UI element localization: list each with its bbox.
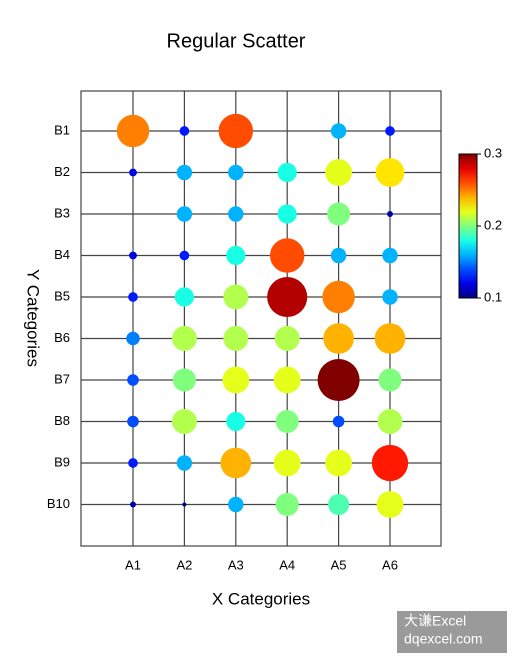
bubble — [116, 114, 150, 148]
x-tick-label: A3 — [228, 557, 244, 572]
y-tick-label: B10 — [47, 496, 70, 511]
x-tick-label: A5 — [331, 557, 347, 572]
bubble — [317, 359, 360, 401]
bubble — [273, 449, 301, 477]
y-tick-label: B4 — [54, 247, 70, 262]
watermark: dqexcel.com — [404, 631, 483, 647]
bubble — [376, 491, 404, 518]
bubble — [176, 455, 193, 471]
bubble — [322, 280, 355, 314]
y-tick-label: B8 — [54, 413, 70, 428]
bubble — [323, 323, 354, 354]
bubble — [127, 374, 139, 386]
y-tick-label: B9 — [54, 454, 70, 469]
colorbar-tick-label: 0.3 — [484, 145, 502, 160]
x-tick-label: A2 — [176, 557, 192, 572]
bubble — [128, 292, 138, 302]
bubble — [226, 411, 246, 432]
bubble — [223, 326, 249, 351]
y-tick-label: B7 — [54, 371, 70, 386]
y-axis-label: Y Categories — [24, 269, 43, 367]
bubble — [228, 164, 244, 181]
bubble — [387, 211, 393, 217]
y-tick-label: B6 — [54, 330, 70, 345]
bubble — [328, 493, 350, 516]
bubble — [223, 284, 249, 310]
bubble — [325, 159, 352, 186]
bubble — [327, 202, 351, 226]
x-axis-label: X Categories — [212, 589, 310, 608]
bubble — [385, 126, 395, 136]
bubble — [382, 247, 398, 264]
bubble — [171, 326, 197, 351]
plot-frame — [80, 90, 442, 547]
bubble — [220, 447, 252, 479]
bubble — [176, 206, 193, 222]
bubble — [275, 493, 299, 516]
y-tick-label: B3 — [54, 205, 70, 220]
bubble — [330, 123, 347, 139]
bubble — [129, 251, 137, 260]
colorbar-tick-label: 0.2 — [484, 217, 502, 232]
y-tick-label: B2 — [54, 164, 70, 179]
bubble — [270, 238, 305, 273]
bubble — [179, 250, 190, 261]
bubble — [382, 289, 398, 305]
bubble — [378, 368, 402, 392]
bubble — [377, 409, 403, 434]
bubble — [182, 502, 187, 507]
bubble — [267, 276, 308, 318]
bubble — [126, 331, 140, 346]
watermark: 大谦Excel — [404, 613, 466, 629]
bubble — [277, 162, 297, 183]
bubble — [275, 410, 299, 433]
y-tick-label: B5 — [54, 288, 70, 303]
bubble — [172, 368, 196, 392]
bubble — [128, 458, 138, 468]
bubble — [375, 158, 405, 187]
x-tick-label: A1 — [125, 557, 141, 572]
bubble — [130, 501, 136, 508]
colorbar — [458, 153, 478, 299]
bubble — [371, 444, 409, 482]
watermark-box — [397, 611, 507, 653]
bubble — [332, 415, 345, 428]
colorbar-tick-label: 0.1 — [484, 289, 502, 304]
bubble — [218, 113, 253, 149]
bubble — [273, 366, 301, 394]
bubble — [274, 326, 300, 351]
bubble — [129, 168, 137, 177]
bubble — [174, 287, 194, 307]
bubble — [176, 164, 193, 181]
bubble — [127, 415, 139, 428]
x-tick-label: A6 — [382, 557, 398, 572]
bubble — [374, 323, 406, 354]
chart-title: Regular Scatter — [167, 30, 306, 52]
bubble — [228, 496, 244, 513]
bubble — [277, 204, 297, 224]
bubble — [228, 206, 244, 222]
bubble — [226, 245, 246, 266]
bubble — [222, 366, 250, 394]
x-tick-label: A4 — [279, 557, 295, 572]
bubble — [325, 449, 352, 477]
bubble — [330, 247, 347, 264]
bubble — [171, 409, 197, 434]
y-tick-label: B1 — [54, 122, 70, 137]
bubble — [179, 126, 190, 136]
